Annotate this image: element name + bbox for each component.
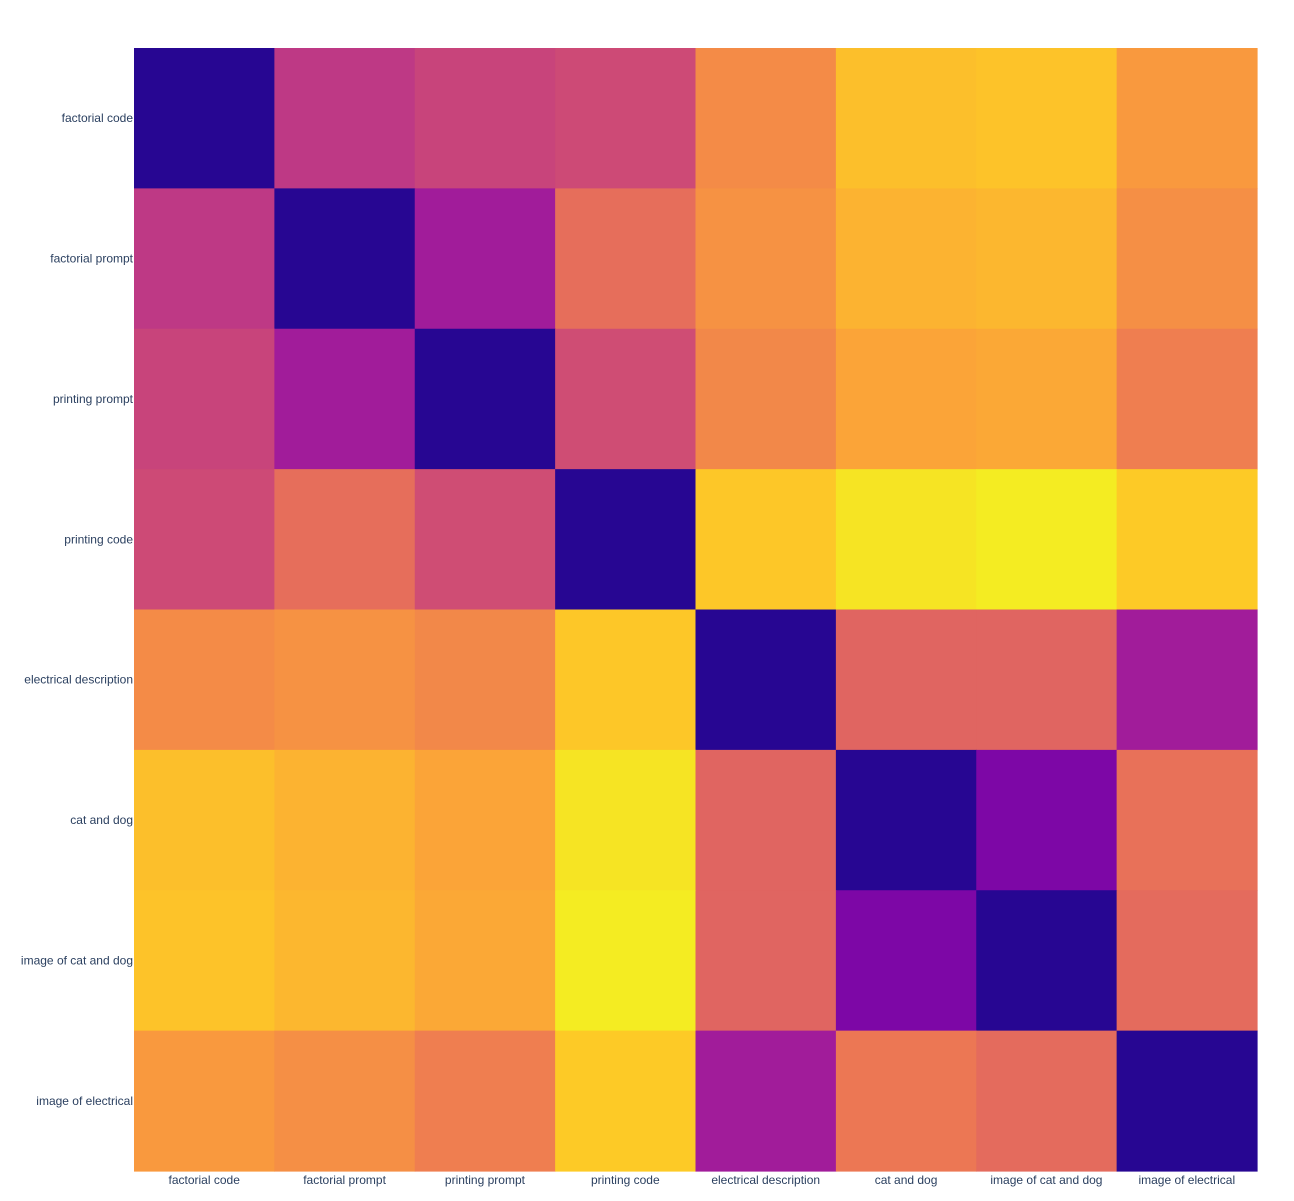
heatmap-cell-factorial-prompt-x-cat-and-dog: [835, 188, 977, 330]
heatmap-cell-printing-code-x-electrical-description: [695, 469, 837, 611]
heatmap-cell-printing-code-x-image-of-cat-and-dog: [976, 469, 1118, 611]
heatmap-cell-printing-code-x-printing-code: [555, 469, 697, 611]
heatmap-cell-factorial-prompt-x-printing-prompt: [414, 188, 556, 330]
heatmap-cell-image-of-cat-and-dog-x-factorial-prompt: [274, 890, 416, 1032]
heatmap-cell-printing-prompt-x-image-of-cat-and-dog: [976, 328, 1118, 470]
heatmap-cell-factorial-code-x-factorial-prompt: [274, 48, 416, 189]
heatmap-cell-cat-and-dog-x-factorial-code: [134, 749, 275, 891]
heatmap-cell-factorial-code-x-factorial-code: [134, 48, 275, 189]
x-tick-label-printing-code: printing code: [591, 1173, 660, 1187]
heatmap-cell-image-of-electrical-x-cat-and-dog: [835, 1030, 977, 1172]
heatmap-cell-electrical-description-x-cat-and-dog: [835, 609, 977, 751]
x-tick-label-cat-and-dog: cat and dog: [875, 1173, 938, 1187]
heatmap-cell-image-of-cat-and-dog-x-electrical-description: [695, 890, 837, 1032]
y-axis-ticks: factorial code factorial prompt printing p…: [21, 111, 134, 1108]
x-tick-label-factorial-code: factorial code: [169, 1173, 241, 1187]
x-tick-label-printing-prompt: printing prompt: [445, 1173, 526, 1187]
heatmap-cell-image-of-electrical-x-image-of-electrical: [1116, 1030, 1258, 1172]
heatmap-cell-factorial-code-x-electrical-description: [695, 48, 837, 189]
heatmap-cell-factorial-code-x-cat-and-dog: [835, 48, 977, 189]
heatmap-cell-electrical-description-x-printing-code: [555, 609, 697, 751]
heatmap-cell-factorial-code-x-printing-code: [555, 48, 697, 189]
heatmap-cell-electrical-description-x-image-of-electrical: [1116, 609, 1258, 751]
heatmap-cell-electrical-description-x-electrical-description: [695, 609, 837, 751]
heatmap-cell-cat-and-dog-x-image-of-electrical: [1116, 749, 1258, 891]
heatmap-cell-image-of-cat-and-dog-x-factorial-code: [134, 890, 275, 1032]
x-tick-label-factorial-prompt: factorial prompt: [303, 1173, 386, 1187]
heatmap-cell-image-of-electrical-x-printing-code: [555, 1030, 697, 1172]
heatmap-cell-factorial-prompt-x-factorial-prompt: [274, 188, 416, 330]
y-tick-label-printing-code: printing code: [64, 532, 133, 546]
x-tick-label-electrical-description: electrical description: [711, 1173, 820, 1187]
heatmap-cell-factorial-prompt-x-electrical-description: [695, 188, 837, 330]
heatmap-cell-image-of-electrical-x-factorial-code: [134, 1030, 275, 1172]
heatmap-cell-factorial-code-x-image-of-cat-and-dog: [976, 48, 1118, 189]
heatmap-cell-printing-code-x-printing-prompt: [414, 469, 556, 611]
heatmap-cell-factorial-code-x-image-of-electrical: [1116, 48, 1258, 189]
heatmap-cell-cat-and-dog-x-cat-and-dog: [835, 749, 977, 891]
heatmap-cell-printing-code-x-image-of-electrical: [1116, 469, 1258, 611]
heatmap-cell-image-of-electrical-x-image-of-cat-and-dog: [976, 1030, 1118, 1172]
heatmap-cell-factorial-prompt-x-image-of-electrical: [1116, 188, 1258, 330]
heatmap-cell-image-of-cat-and-dog-x-image-of-cat-and-dog: [976, 890, 1118, 1032]
heatmap-cell-cat-and-dog-x-printing-code: [555, 749, 697, 891]
heatmap-cell-electrical-description-x-printing-prompt: [414, 609, 556, 751]
heatmap-cell-printing-prompt-x-electrical-description: [695, 328, 837, 470]
y-tick-label-electrical-description: electrical description: [24, 673, 133, 687]
heatmap-cell-image-of-cat-and-dog-x-printing-prompt: [414, 890, 556, 1032]
y-tick-label-cat-and-dog: cat and dog: [70, 813, 133, 827]
x-tick-label-image-of-electrical: image of electrical: [1138, 1173, 1235, 1187]
heatmap-cell-image-of-electrical-x-electrical-description: [695, 1030, 837, 1172]
heatmap-cell-electrical-description-x-factorial-prompt: [274, 609, 416, 751]
heatmap-cell-cat-and-dog-x-electrical-description: [695, 749, 837, 891]
heatmap-cell-factorial-prompt-x-factorial-code: [134, 188, 275, 330]
heatmap-cell-printing-prompt-x-factorial-code: [134, 328, 275, 470]
heatmap-cell-printing-prompt-x-image-of-electrical: [1116, 328, 1258, 470]
heatmap-cell-printing-prompt-x-printing-prompt: [414, 328, 556, 470]
heatmap-cell-image-of-electrical-x-printing-prompt: [414, 1030, 556, 1172]
y-tick-label-factorial-prompt: factorial prompt: [50, 252, 133, 266]
y-tick-label-image-of-electrical: image of electrical: [36, 1094, 133, 1108]
heatmap-cell-printing-code-x-cat-and-dog: [835, 469, 977, 611]
heatmap-cell-factorial-prompt-x-image-of-cat-and-dog: [976, 188, 1118, 330]
heatmap-cell-image-of-electrical-x-factorial-prompt: [274, 1030, 416, 1172]
heatmap-cell-printing-code-x-factorial-prompt: [274, 469, 416, 611]
heatmap-cell-image-of-cat-and-dog-x-printing-code: [555, 890, 697, 1032]
heatmap-cell-factorial-prompt-x-printing-code: [555, 188, 697, 330]
heatmap-cell-cat-and-dog-x-image-of-cat-and-dog: [976, 749, 1118, 891]
heatmap-cell-image-of-cat-and-dog-x-cat-and-dog: [835, 890, 977, 1032]
heatmap-cell-printing-prompt-x-factorial-prompt: [274, 328, 416, 470]
heatmap-cell-printing-prompt-x-cat-and-dog: [835, 328, 977, 470]
heatmap-cell-printing-code-x-factorial-code: [134, 469, 275, 611]
heatmap-cell-cat-and-dog-x-printing-prompt: [414, 749, 556, 891]
heatmap-cell-image-of-cat-and-dog-x-image-of-electrical: [1116, 890, 1258, 1032]
y-tick-label-printing-prompt: printing prompt: [53, 392, 134, 406]
heatmap-cell-factorial-code-x-printing-prompt: [414, 48, 556, 189]
heatmap-cells: [134, 48, 1258, 1172]
heatmap-cell-electrical-description-x-image-of-cat-and-dog: [976, 609, 1118, 751]
heatmap-cell-printing-prompt-x-printing-code: [555, 328, 697, 470]
x-tick-label-image-of-cat-and-dog: image of cat and dog: [990, 1173, 1102, 1187]
y-tick-label-image-of-cat-and-dog: image of cat and dog: [21, 953, 133, 967]
heatmap-cell-electrical-description-x-factorial-code: [134, 609, 275, 751]
heatmap-cell-cat-and-dog-x-factorial-prompt: [274, 749, 416, 891]
y-tick-label-factorial-code: factorial code: [62, 111, 134, 125]
x-axis-ticks: factorial code factorial prompt printing p…: [169, 1173, 1236, 1187]
